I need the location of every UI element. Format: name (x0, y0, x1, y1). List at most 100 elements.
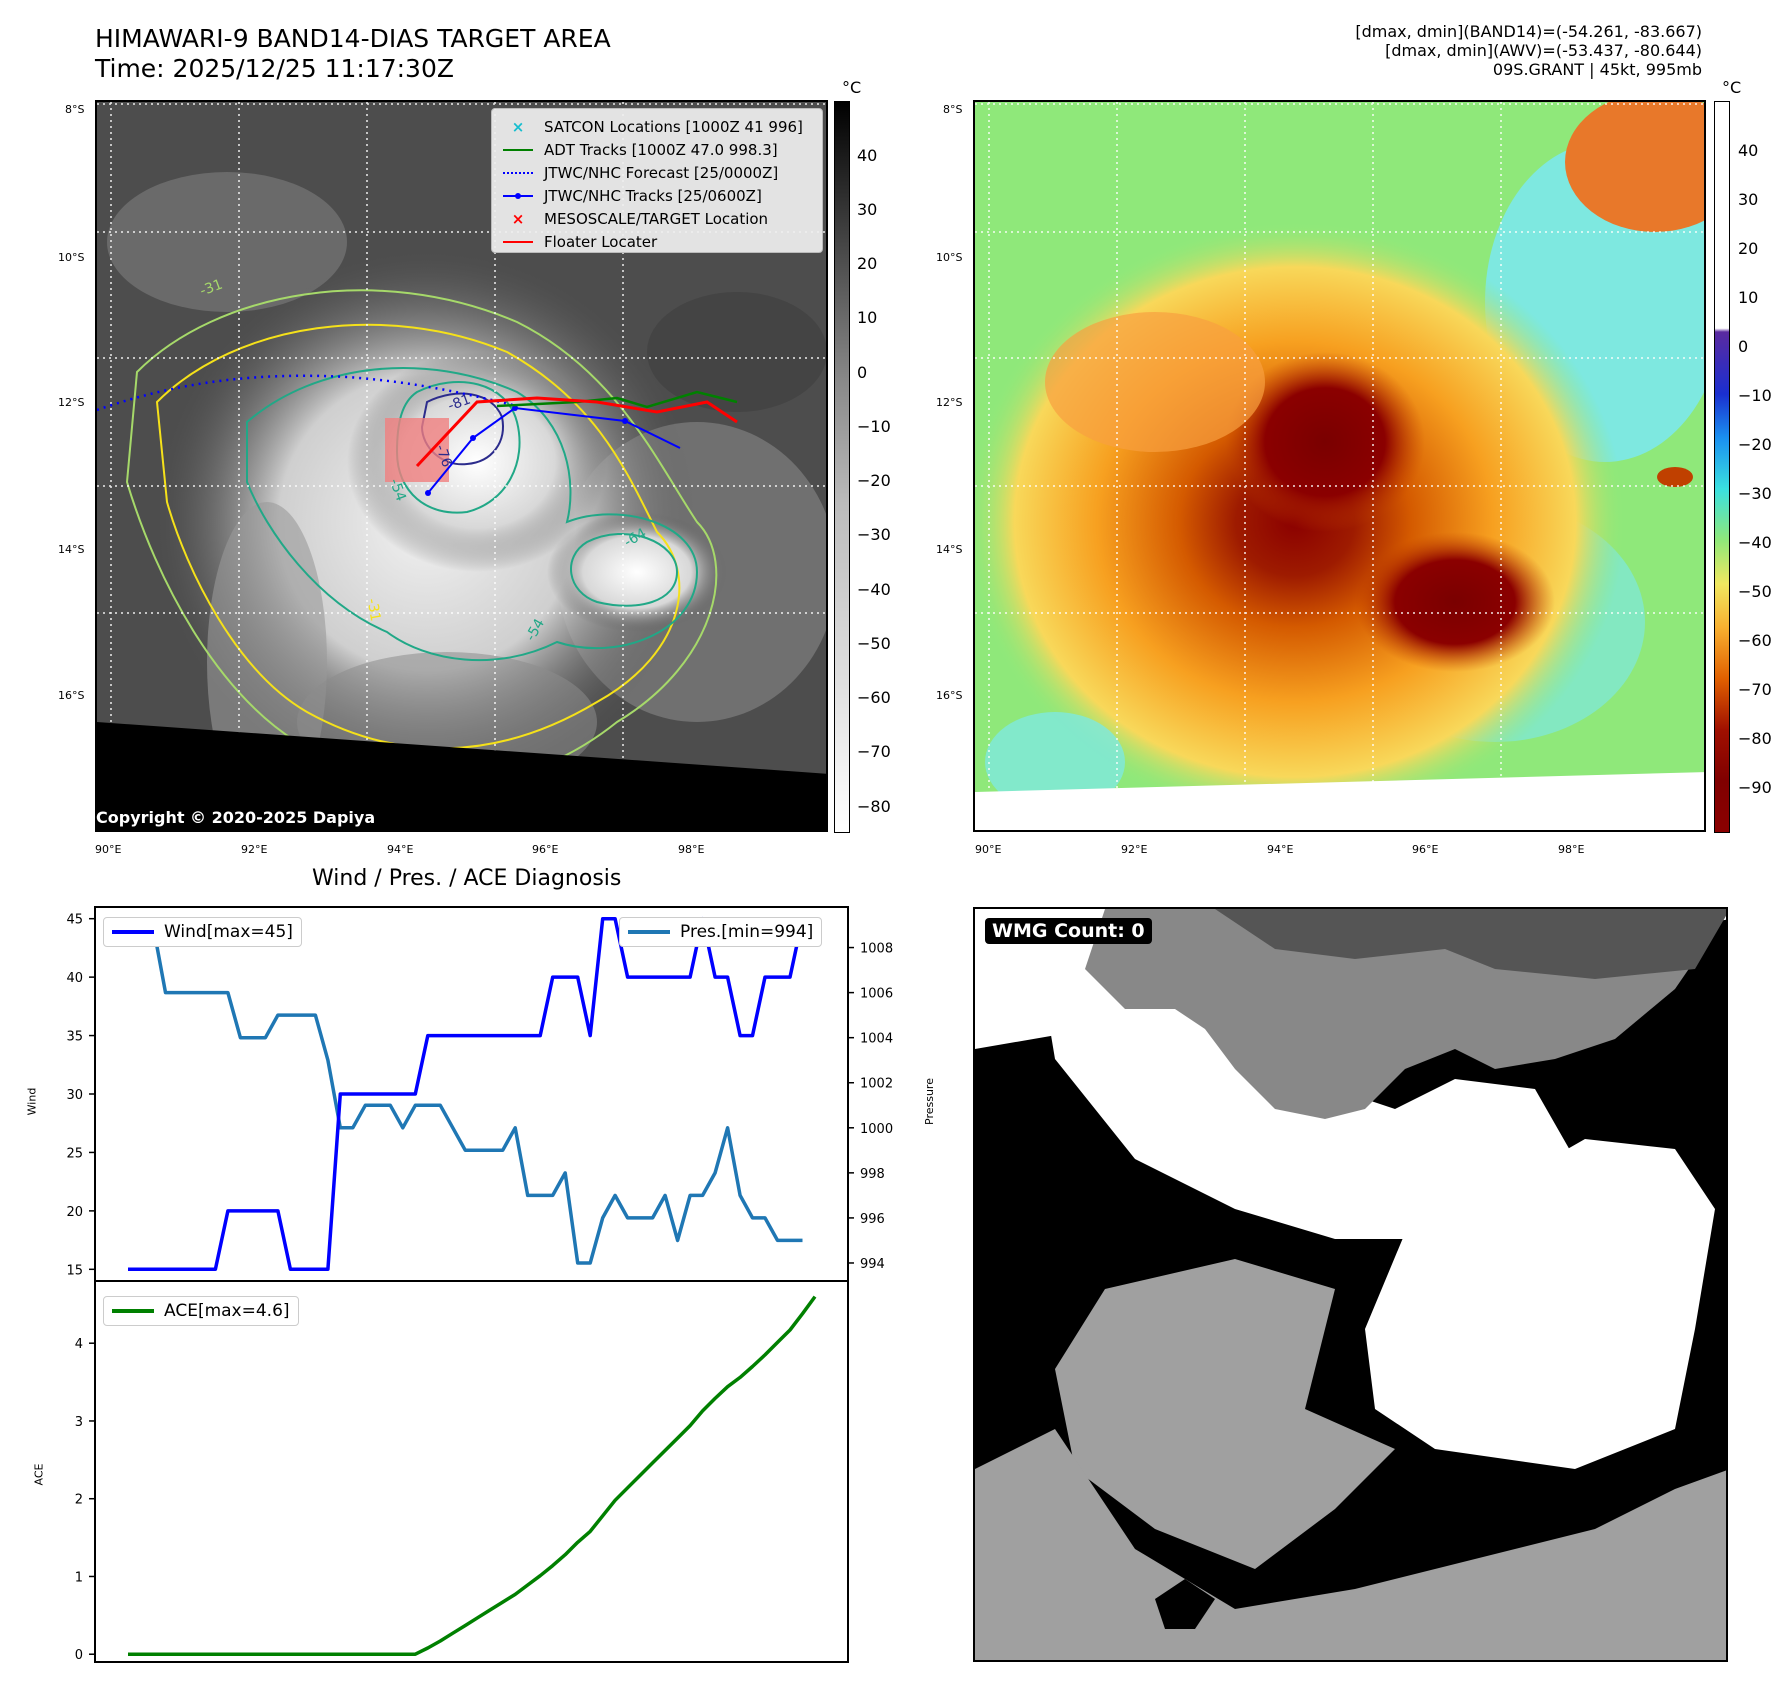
colorbar-label: −30 (1738, 484, 1772, 503)
lon-label: 96°E (532, 843, 559, 856)
pressure-legend: Pres.[min=994] (619, 917, 823, 947)
colorbar-label: −80 (1738, 729, 1772, 748)
x-marker-icon: × (511, 117, 525, 136)
pressure-axis-tick-label: 1006 (860, 987, 893, 1002)
ace-axis-tick-label: 1 (75, 1570, 83, 1585)
colorbar-label: 20 (857, 254, 878, 273)
lon-label: 92°E (241, 843, 268, 856)
colorbar-label: 30 (1738, 190, 1759, 209)
colorbar-label: −40 (857, 580, 891, 599)
title-line-1: HIMAWARI-9 BAND14-DIAS TARGET AREA (95, 24, 611, 53)
info-line-2: [dmax, dmin](AWV)=(-53.437, -80.644) (1385, 41, 1702, 60)
ir-map-panel (95, 100, 828, 832)
wind-axis-tick-label: 15 (66, 1263, 83, 1278)
colorbar-label: −60 (857, 688, 891, 707)
pressure-axis-tick-label: 1008 (860, 942, 893, 957)
dotted-line-icon (500, 171, 536, 174)
colorbar-label: 0 (1738, 337, 1749, 356)
ace-axis-tick-label: 4 (75, 1337, 83, 1352)
pressure-series-line (128, 923, 803, 1265)
pressure-axis-label: Pressure (922, 1078, 936, 1125)
colorbar-label: 0 (857, 363, 868, 382)
color-colorbar (1714, 101, 1730, 833)
lat-label: 16°S (936, 689, 963, 702)
info-line-3: 09S.GRANT | 45kt, 995mb (1492, 60, 1702, 79)
colorbar-label: −40 (1738, 533, 1772, 552)
wmg-count-badge: WMG Count: 0 (985, 918, 1152, 944)
colorbar-label: −80 (857, 797, 891, 816)
color-ir-image (975, 102, 1704, 830)
colorbar-label: −10 (1738, 386, 1772, 405)
ace-series-line (128, 1295, 817, 1656)
pressure-axis-tick-label: 1000 (860, 1122, 893, 1137)
wind-axis-tick-label: 30 (66, 1088, 83, 1103)
ace-axis-label: ACE (32, 1463, 46, 1486)
line-dot-icon (500, 192, 536, 199)
colorbar-label: −70 (857, 742, 891, 761)
lon-label: 98°E (678, 843, 705, 856)
ace-plot-frame (94, 1280, 849, 1663)
figure-title: HIMAWARI-9 BAND14-DIAS TARGET AREA Time:… (95, 24, 611, 84)
lat-label: 10°S (58, 251, 85, 264)
wind-axis-tick-label: 45 (66, 913, 83, 928)
wmg-image (975, 909, 1726, 1660)
colorbar-label: 10 (1738, 288, 1759, 307)
colorbar-label: −20 (1738, 435, 1772, 454)
line-icon (500, 148, 536, 151)
lon-label: 90°E (95, 843, 122, 856)
pressure-axis-tick-label: 998 (860, 1167, 885, 1182)
lat-label: 14°S (936, 543, 963, 556)
lat-label: 8°S (943, 103, 963, 116)
line-icon (628, 930, 670, 934)
wmg-panel (973, 907, 1728, 1662)
colorbar-label: −60 (1738, 631, 1772, 650)
colorbar-label: 40 (857, 146, 878, 165)
lat-label: 12°S (936, 396, 963, 409)
legend-entry: JTWC/NHC Forecast [25/0000Z] (500, 161, 814, 184)
x-marker-icon: × (511, 209, 525, 228)
wind-axis-tick-label: 40 (66, 971, 83, 986)
colorbar-label: 40 (1738, 141, 1759, 160)
lat-label: 12°S (58, 396, 85, 409)
pressure-axis-tick-label: 1004 (860, 1032, 893, 1047)
colorbar-label: −90 (1738, 778, 1772, 797)
lon-label: 96°E (1412, 843, 1439, 856)
pressure-axis-tick-label: 1002 (860, 1077, 893, 1092)
colorbar-unit: °C (1722, 78, 1742, 97)
legend-entry: JTWC/NHC Tracks [25/0600Z] (500, 184, 814, 207)
lon-label: 92°E (1121, 843, 1148, 856)
legend-entry: ADT Tracks [1000Z 47.0 998.3] (500, 138, 814, 161)
wind-axis-tick-label: 25 (66, 1146, 83, 1161)
line-icon (500, 240, 536, 243)
ace-axis-tick-label: 3 (75, 1415, 83, 1430)
colorbar-unit: °C (842, 78, 862, 97)
lon-label: 98°E (1558, 843, 1585, 856)
lon-label: 94°E (1267, 843, 1294, 856)
ace-axis-tick-label: 2 (75, 1493, 83, 1508)
pressure-axis-tick-label: 994 (860, 1257, 885, 1272)
wind-plot-frame (94, 906, 849, 1282)
legend-entry: × SATCON Locations [1000Z 41 996] (500, 115, 814, 138)
legend-entry: × MESOSCALE/TARGET Location (500, 207, 814, 230)
gray-colorbar (834, 101, 850, 833)
colorbar-label: −50 (857, 634, 891, 653)
lon-label: 90°E (975, 843, 1002, 856)
colorbar-label: 30 (857, 200, 878, 219)
wind-axis-label: Wind (25, 1087, 39, 1116)
colorbar-label: −70 (1738, 680, 1772, 699)
colorbar-label: 20 (1738, 239, 1759, 258)
copyright-text: Copyright © 2020-2025 Dapiya (96, 808, 376, 827)
colorbar-label: −10 (857, 417, 891, 436)
color-ir-panel (973, 100, 1706, 832)
lat-label: 10°S (936, 251, 963, 264)
title-line-2: Time: 2025/12/25 11:17:30Z (95, 54, 454, 83)
map-legend: × SATCON Locations [1000Z 41 996] ADT Tr… (491, 108, 823, 253)
line-icon (112, 1309, 154, 1313)
ir-map-image (97, 102, 826, 830)
info-line-1: [dmax, dmin](BAND14)=(-54.261, -83.667) (1355, 22, 1702, 41)
wind-axis-tick-label: 20 (66, 1205, 83, 1220)
ace-legend: ACE[max=4.6] (103, 1296, 299, 1326)
ace-axis-tick-label: 0 (75, 1648, 83, 1663)
figure-info: [dmax, dmin](BAND14)=(-54.261, -83.667) … (1355, 22, 1702, 79)
